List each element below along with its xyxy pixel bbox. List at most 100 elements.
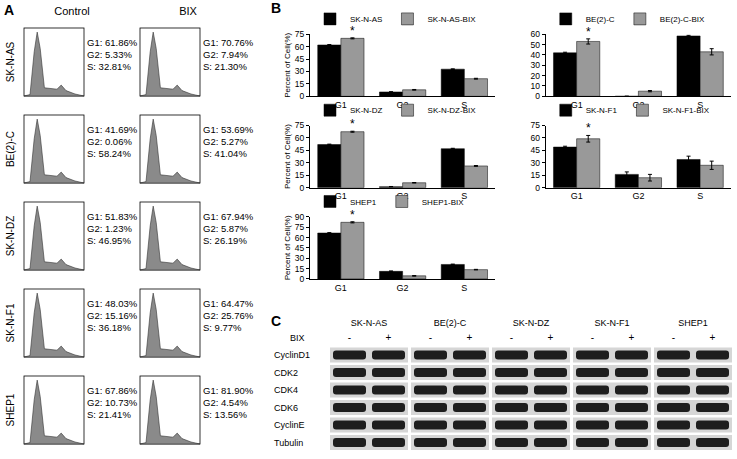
svg-text:30: 30 (295, 158, 305, 168)
svg-text:G1: G1 (571, 100, 583, 110)
svg-text:*: * (350, 24, 355, 38)
svg-text:SK-N-DZ: SK-N-DZ (5, 216, 16, 257)
svg-text:G2: 7.94%: G2: 7.94% (203, 49, 248, 60)
svg-text:G2: 10.73%: G2: 10.73% (87, 397, 138, 408)
svg-text:60: 60 (295, 133, 305, 143)
svg-text:G1: 67.86%: G1: 67.86% (87, 385, 138, 396)
svg-text:G2: 5.33%: G2: 5.33% (87, 49, 132, 60)
svg-text:SK-N-DZ: SK-N-DZ (513, 318, 550, 328)
svg-text:BE(2)-C-BIX: BE(2)-C-BIX (660, 15, 705, 24)
svg-text:S: S (461, 283, 467, 293)
svg-text:BIX: BIX (179, 5, 197, 17)
svg-text:90: 90 (295, 212, 305, 222)
svg-text:*: * (586, 121, 591, 135)
svg-text:CyclinD1: CyclinD1 (274, 350, 310, 360)
svg-text:50: 50 (531, 40, 541, 50)
svg-text:S: 9.77%: S: 9.77% (203, 322, 242, 333)
svg-text:75: 75 (295, 29, 305, 39)
svg-text:G1: 67.94%: G1: 67.94% (203, 211, 254, 222)
svg-text:30: 30 (531, 158, 541, 168)
svg-text:10: 10 (531, 81, 541, 91)
svg-text:S: 26.19%: S: 26.19% (203, 235, 247, 246)
svg-text:Percent of Cell(%): Percent of Cell(%) (283, 124, 292, 189)
svg-text:30: 30 (295, 66, 305, 76)
svg-text:15: 15 (531, 170, 541, 180)
svg-text:-: - (672, 332, 675, 343)
svg-text:SK-N-DZ: SK-N-DZ (350, 106, 383, 115)
svg-text:G1: G1 (335, 191, 347, 201)
svg-text:60: 60 (295, 232, 305, 242)
svg-text:15: 15 (295, 79, 305, 89)
svg-text:SK-N-AS: SK-N-AS (350, 15, 382, 24)
svg-text:BE(2)-C: BE(2)-C (586, 15, 615, 24)
svg-text:G2: 25.76%: G2: 25.76% (203, 310, 254, 321)
svg-text:G2: 5.27%: G2: 5.27% (203, 136, 248, 147)
svg-text:S: 21.41%: S: 21.41% (87, 409, 131, 420)
svg-text:60: 60 (295, 42, 305, 52)
svg-text:SK-N-AS: SK-N-AS (5, 41, 16, 82)
svg-text:45: 45 (295, 243, 305, 253)
svg-text:G1: G1 (335, 283, 347, 293)
svg-text:S: 41.04%: S: 41.04% (203, 148, 247, 159)
svg-text:SHEP1: SHEP1 (350, 198, 377, 207)
svg-text:0: 0 (300, 91, 305, 101)
svg-text:+: + (467, 332, 473, 343)
svg-text:G1: 41.69%: G1: 41.69% (87, 124, 138, 135)
svg-text:20: 20 (531, 71, 541, 81)
svg-text:Percent of Cell(%): Percent of Cell(%) (283, 215, 292, 280)
svg-text:40: 40 (531, 50, 541, 60)
svg-text:G1: 70.76%: G1: 70.76% (203, 37, 254, 48)
svg-text:CyclinE: CyclinE (274, 420, 305, 430)
svg-text:75: 75 (295, 120, 305, 130)
svg-text:A: A (4, 2, 14, 18)
svg-text:+: + (629, 332, 635, 343)
svg-text:0: 0 (535, 183, 540, 193)
svg-text:-: - (348, 332, 351, 343)
svg-text:G1: 64.47%: G1: 64.47% (203, 298, 254, 309)
svg-text:S: 21.30%: S: 21.30% (203, 61, 247, 72)
svg-text:+: + (710, 332, 716, 343)
svg-text:G1: G1 (571, 191, 583, 201)
svg-text:G1: 81.90%: G1: 81.90% (203, 385, 254, 396)
svg-text:-: - (429, 332, 432, 343)
svg-text:BE(2)-C: BE(2)-C (434, 318, 467, 328)
svg-text:Percent of Cell(%): Percent of Cell(%) (283, 32, 292, 97)
svg-text:SHEP1-BIX: SHEP1-BIX (422, 198, 464, 207)
svg-text:S: 46.95%: S: 46.95% (87, 235, 131, 246)
svg-text:SK-N-F1: SK-N-F1 (594, 318, 629, 328)
svg-text:45: 45 (295, 54, 305, 64)
svg-text:0: 0 (300, 274, 305, 284)
svg-text:0: 0 (300, 183, 305, 193)
svg-text:SK-N-AS-BIX: SK-N-AS-BIX (427, 15, 476, 24)
svg-text:G1: 61.86%: G1: 61.86% (87, 37, 138, 48)
svg-text:G1: G1 (335, 100, 347, 110)
svg-text:CDK4: CDK4 (274, 385, 298, 395)
svg-text:G2: 15.16%: G2: 15.16% (87, 310, 138, 321)
svg-text:SK-N-AS: SK-N-AS (351, 318, 388, 328)
svg-text:CDK2: CDK2 (274, 368, 298, 378)
svg-text:SK-N-F1-BIX: SK-N-F1-BIX (662, 106, 709, 115)
svg-text:0: 0 (535, 91, 540, 101)
svg-text:*: * (350, 208, 355, 222)
svg-text:SHEP1: SHEP1 (5, 393, 16, 426)
svg-text:Tubulin: Tubulin (274, 438, 303, 448)
svg-text:-: - (510, 332, 513, 343)
svg-text:60: 60 (531, 29, 541, 39)
svg-text:G2: 4.54%: G2: 4.54% (203, 397, 248, 408)
svg-text:CDK6: CDK6 (274, 403, 298, 413)
svg-text:S: S (697, 191, 703, 201)
svg-text:*: * (586, 25, 591, 39)
svg-text:60: 60 (531, 133, 541, 143)
svg-text:S: 58.24%: S: 58.24% (87, 148, 131, 159)
svg-text:G1: 53.69%: G1: 53.69% (203, 124, 254, 135)
svg-text:S: 13.56%: S: 13.56% (203, 409, 247, 420)
svg-text:B: B (271, 0, 281, 16)
svg-text:45: 45 (295, 145, 305, 155)
svg-text:G1: 51.83%: G1: 51.83% (87, 211, 138, 222)
svg-text:+: + (386, 332, 392, 343)
svg-text:G2: G2 (397, 283, 409, 293)
svg-text:30: 30 (295, 253, 305, 263)
svg-text:G2: G2 (632, 191, 644, 201)
svg-text:S: 36.18%: S: 36.18% (87, 322, 131, 333)
svg-text:G2: 1.23%: G2: 1.23% (87, 223, 132, 234)
